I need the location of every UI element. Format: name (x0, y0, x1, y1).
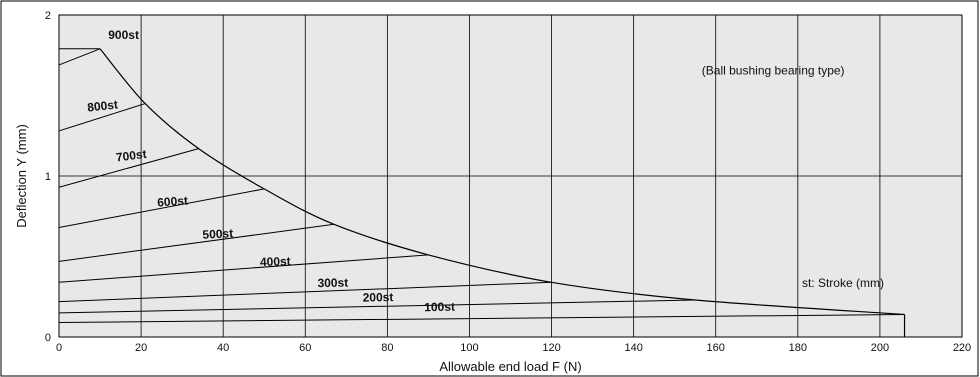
x-tick-label: 120 (542, 342, 560, 354)
grid (58, 14, 963, 338)
x-tick-label: 60 (299, 342, 311, 354)
series-label-700st: 700st (115, 147, 147, 165)
x-tick-label: 20 (135, 342, 147, 354)
bearing-type-note: (Ball bushing bearing type) (702, 64, 845, 78)
series-line-400st (58, 254, 429, 283)
series-line-600st (58, 188, 265, 229)
series-label-400st: 400st (260, 254, 291, 269)
plot-frame (58, 14, 963, 338)
y-tick-label: 0 (45, 332, 51, 344)
x-tick-label: 140 (624, 342, 642, 354)
series-label-900st: 900st (108, 28, 139, 42)
x-tick-label: 40 (217, 342, 229, 354)
x-axis-label: Allowable end load F (N) (439, 359, 581, 374)
x-tick-label: 160 (707, 342, 725, 354)
y-axis-label: Deflection Y (mm) (14, 124, 29, 228)
stroke-legend-note: st: Stroke (mm) (802, 276, 884, 290)
series-line-300st (58, 281, 552, 303)
envelope-curve (99, 48, 905, 316)
x-tick-label: 0 (56, 342, 62, 354)
series-line-200st (58, 299, 696, 314)
x-tick-labels: 0 20 40 60 80 100 120 140 160 180 200 220 (56, 342, 971, 354)
y-tick-label: 2 (45, 10, 51, 22)
series-label-200st: 200st (363, 290, 394, 305)
series-lines (58, 48, 906, 337)
series-label-300st: 300st (317, 276, 348, 291)
y-tick-label: 1 (45, 171, 51, 183)
series-labels: 900st 800st 700st 600st 500st 400st 300st 200st… (87, 28, 455, 314)
x-tick-label: 100 (460, 342, 478, 354)
series-line-500st (58, 223, 335, 262)
series-label-500st: 500st (202, 226, 233, 242)
x-tick-label: 220 (953, 342, 971, 354)
x-tick-label: 180 (789, 342, 807, 354)
x-tick-label: 200 (871, 342, 889, 354)
x-tick-label: 80 (381, 342, 393, 354)
series-line-100st (58, 313, 905, 324)
series-line-700st (58, 148, 199, 188)
series-label-800st: 800st (87, 97, 119, 114)
series-label-600st: 600st (157, 193, 189, 209)
series-line-900st (58, 48, 101, 66)
series-label-100st: 100st (424, 300, 455, 315)
y-tick-labels: 0 1 2 (45, 10, 51, 344)
series-line-800st (58, 103, 146, 132)
